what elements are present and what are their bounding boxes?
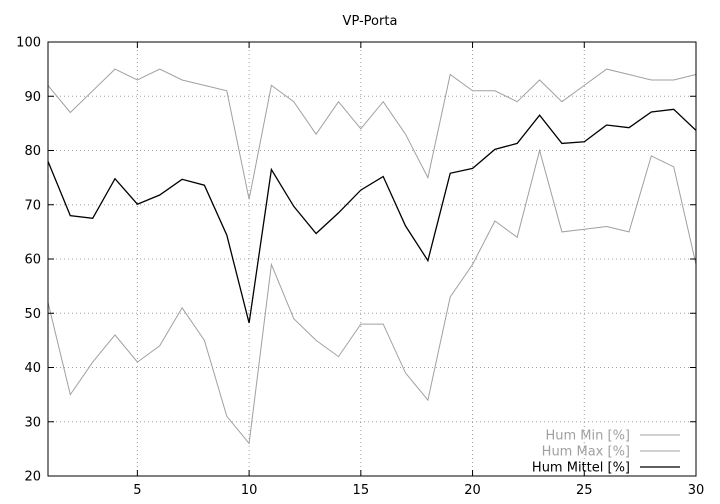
chart-title: VP-Porta	[343, 14, 398, 29]
x-tick-label: 25	[576, 483, 593, 498]
x-tick-label: 10	[241, 483, 258, 498]
y-tick-label: 20	[24, 470, 41, 485]
legend: Hum Min [%]Hum Max [%]Hum Mittel [%]	[532, 429, 680, 476]
y-tick-label: 40	[24, 361, 41, 376]
y-tick-label: 100	[16, 36, 41, 51]
legend-label: Hum Mittel [%]	[532, 461, 630, 476]
y-tick-label: 90	[24, 90, 41, 105]
legend-label: Hum Max [%]	[542, 445, 630, 460]
y-tick-label: 80	[24, 144, 41, 159]
series-line-3	[47, 108, 697, 324]
axis-ticks: 20 30 40 50 60 70 80 90 100 5 10 15 20 25 30	[16, 36, 704, 499]
x-tick-label: 15	[353, 483, 370, 498]
x-tick-label: 5	[133, 483, 141, 498]
series-line-2	[47, 68, 697, 200]
data-series	[47, 68, 697, 445]
x-tick-label: 30	[688, 483, 705, 498]
y-tick-label: 70	[24, 198, 41, 213]
series-line-1	[47, 148, 697, 445]
grid-lines	[48, 42, 696, 476]
legend-label: Hum Min [%]	[545, 429, 630, 444]
y-tick-label: 50	[24, 307, 41, 322]
y-tick-label: 30	[24, 415, 41, 430]
x-tick-label: 20	[464, 483, 481, 498]
y-tick-label: 60	[24, 253, 41, 268]
